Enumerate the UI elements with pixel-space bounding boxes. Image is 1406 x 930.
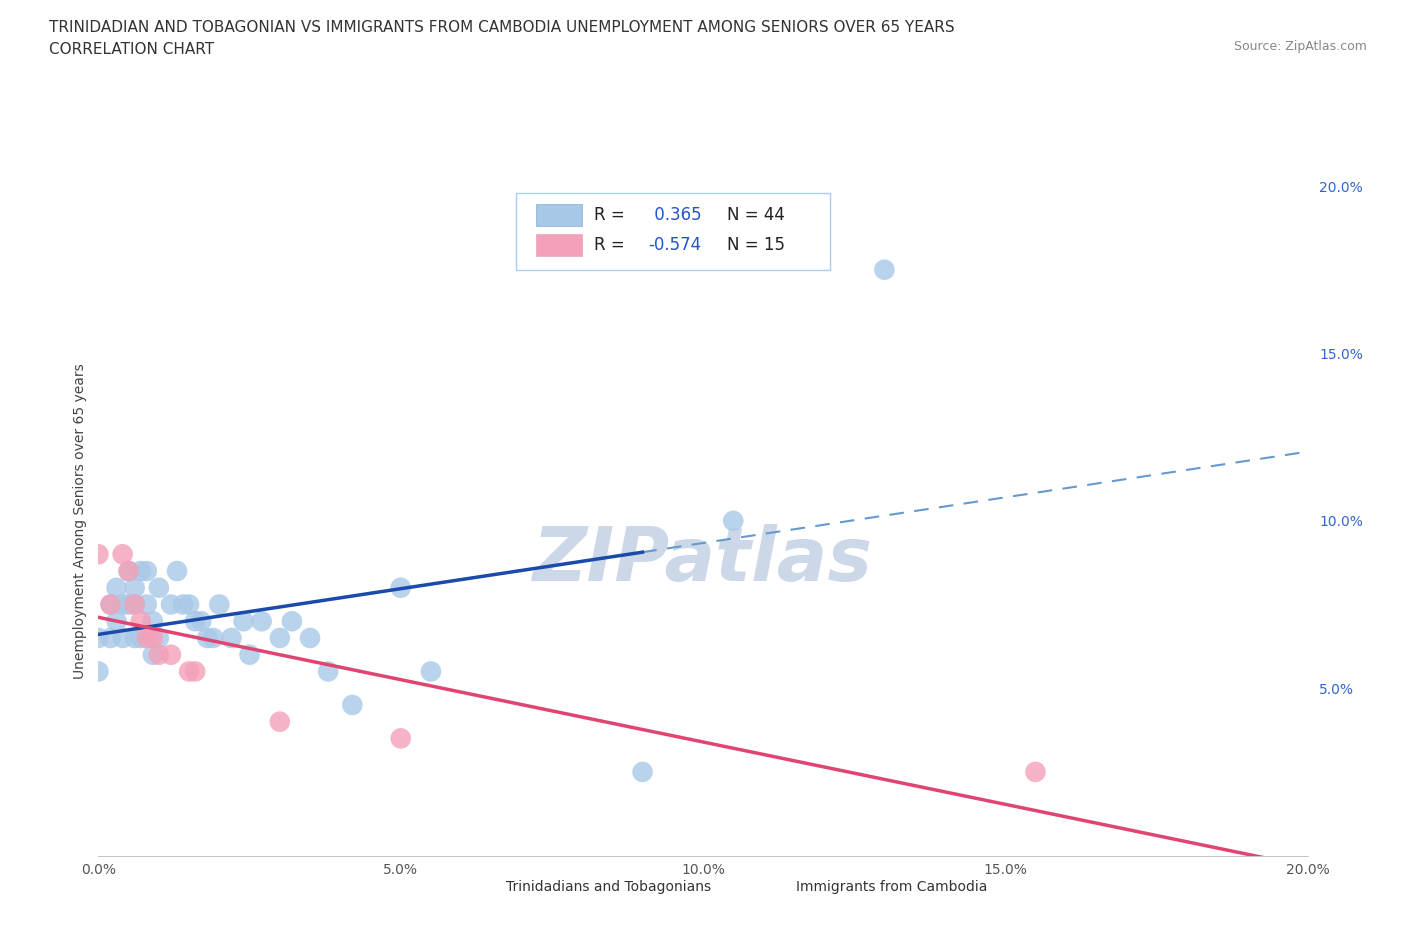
Point [142,631,165,645]
Point [166,564,188,578]
Point [142,614,165,629]
Point [299,631,322,645]
Text: Trinidadians and Tobagonians: Trinidadians and Tobagonians [506,880,711,894]
Point [118,597,141,612]
Point [184,664,207,679]
Point [184,614,207,629]
Text: ZIPatlas: ZIPatlas [533,525,873,597]
Point [221,631,243,645]
Point [105,580,128,595]
Text: TRINIDADIAN AND TOBAGONIAN VS IMMIGRANTS FROM CAMBODIA UNEMPLOYMENT AMONG SENIOR: TRINIDADIAN AND TOBAGONIAN VS IMMIGRANTS… [49,20,955,35]
Point [389,731,412,746]
Point [135,597,157,612]
Point [100,631,122,645]
Point [111,631,134,645]
Point [87,631,110,645]
Point [87,547,110,562]
Point [124,631,146,645]
Point [631,764,654,779]
Bar [536,234,582,257]
Point [100,597,122,612]
Point [142,647,165,662]
Text: Source: ZipAtlas.com: Source: ZipAtlas.com [1233,40,1367,53]
Point [281,614,304,629]
Bar [536,204,582,226]
Text: R =: R = [595,236,624,254]
Text: CORRELATION CHART: CORRELATION CHART [49,42,214,57]
Point [342,698,364,712]
Point [135,631,157,645]
Bar [467,879,498,896]
Point [148,631,170,645]
Text: Immigrants from Cambodia: Immigrants from Cambodia [796,880,987,894]
Point [129,631,152,645]
Point [124,580,146,595]
FancyBboxPatch shape [516,193,830,270]
Point [160,597,183,612]
Point [87,664,110,679]
Point [190,614,212,629]
Point [118,564,141,578]
Point [129,614,152,629]
Point [111,597,134,612]
Point [129,564,152,578]
Text: R =: R = [595,206,624,224]
Point [135,564,157,578]
Point [239,647,262,662]
Point [111,547,134,562]
Point [124,597,146,612]
Point [148,580,170,595]
Point [208,597,231,612]
Text: -0.574: -0.574 [648,236,702,254]
Point [195,631,218,645]
Text: N = 44: N = 44 [727,206,785,224]
Point [100,597,122,612]
Point [723,513,745,528]
Point [1024,764,1046,779]
Y-axis label: Unemployment Among Seniors over 65 years: Unemployment Among Seniors over 65 years [73,363,87,679]
Point [389,580,412,595]
Point [316,664,339,679]
Point [269,714,291,729]
Point [148,647,170,662]
Point [269,631,291,645]
Bar [758,879,787,896]
Point [179,664,201,679]
Point [232,614,254,629]
Text: 0.365: 0.365 [648,206,702,224]
Point [118,564,141,578]
Point [124,597,146,612]
Point [179,597,201,612]
Text: N = 15: N = 15 [727,236,785,254]
Point [420,664,443,679]
Point [873,262,896,277]
Point [250,614,273,629]
Point [105,614,128,629]
Point [172,597,194,612]
Point [160,647,183,662]
Point [202,631,225,645]
